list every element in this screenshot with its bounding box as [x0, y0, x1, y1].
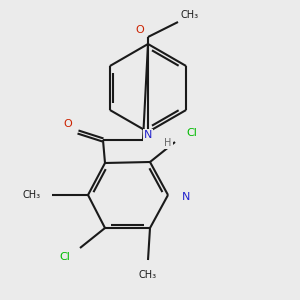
- Text: N: N: [182, 192, 190, 202]
- Text: O: O: [64, 119, 72, 129]
- Text: Cl: Cl: [60, 252, 70, 262]
- Text: N: N: [144, 130, 152, 140]
- Text: O: O: [136, 25, 144, 35]
- Text: H: H: [164, 138, 172, 148]
- Text: CH₃: CH₃: [139, 270, 157, 280]
- Text: CH₃: CH₃: [23, 190, 41, 200]
- Text: CH₃: CH₃: [181, 10, 199, 20]
- Text: Cl: Cl: [187, 128, 197, 138]
